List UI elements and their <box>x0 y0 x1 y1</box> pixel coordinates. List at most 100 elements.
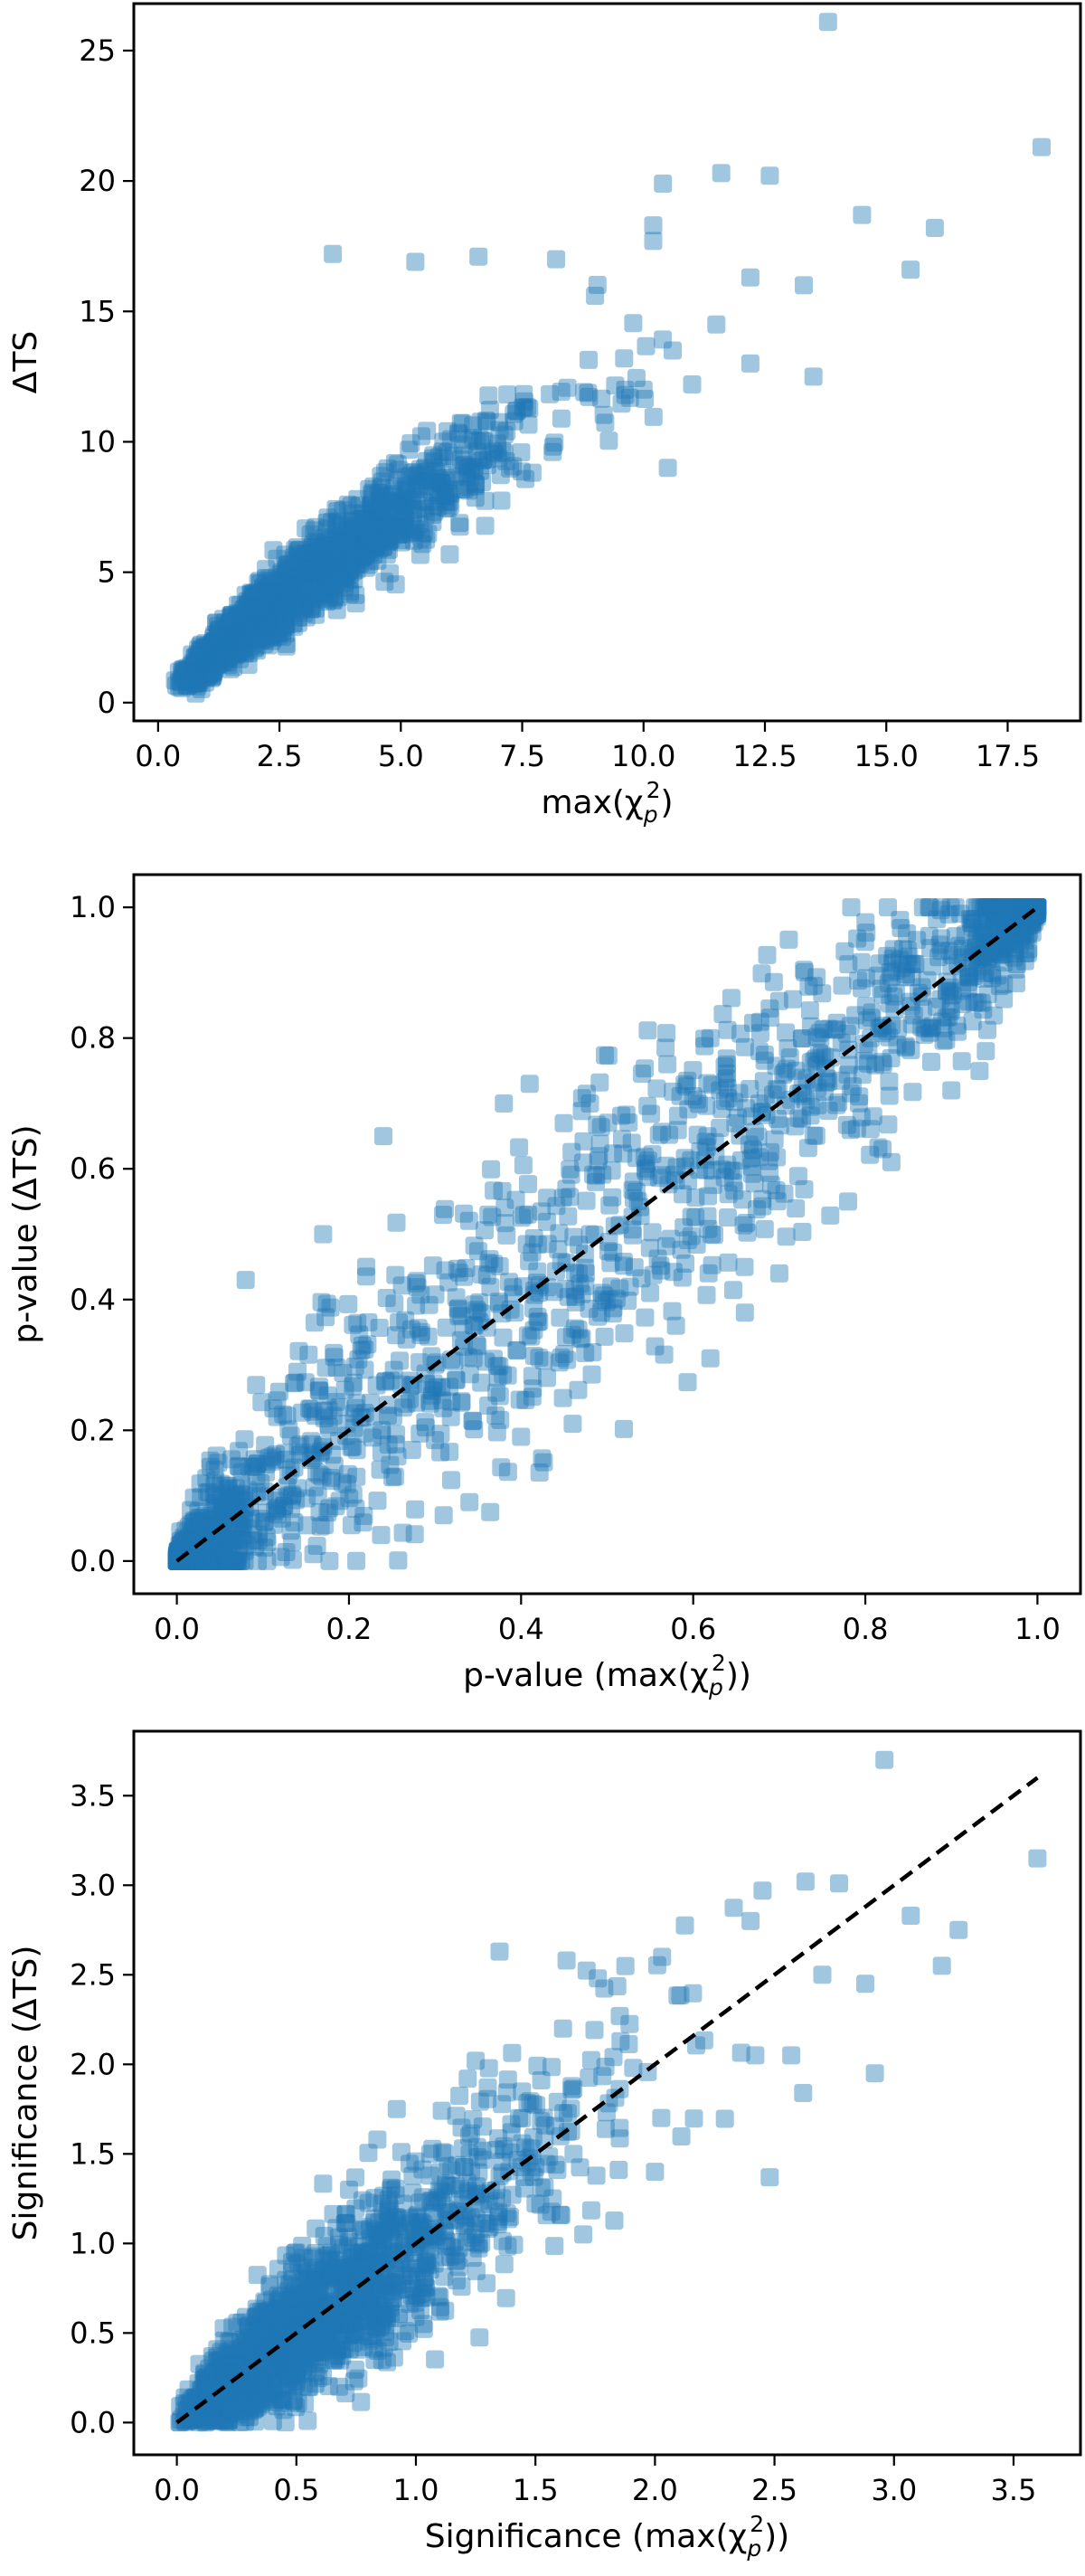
data-point <box>465 460 484 479</box>
data-point <box>283 563 302 582</box>
data-point <box>758 945 777 964</box>
data-point <box>489 412 508 431</box>
data-point <box>281 562 300 581</box>
data-point <box>293 574 312 593</box>
data-point <box>993 911 1011 930</box>
data-point <box>440 1378 458 1397</box>
data-point <box>193 1515 212 1534</box>
data-point <box>363 514 382 533</box>
data-point <box>226 630 245 649</box>
data-point <box>267 601 285 620</box>
data-point <box>770 1116 789 1135</box>
data-point <box>279 561 298 580</box>
data-point <box>861 1145 880 1164</box>
data-point <box>724 1161 743 1180</box>
data-point <box>277 1450 296 1469</box>
data-point <box>337 528 356 547</box>
data-point <box>974 1000 993 1019</box>
data-point <box>260 589 279 608</box>
data-point <box>861 1120 880 1139</box>
data-point <box>1007 955 1026 974</box>
data-point <box>241 585 260 604</box>
data-point <box>807 1126 826 1145</box>
data-point <box>346 585 365 604</box>
data-point <box>271 564 290 583</box>
data-point <box>610 1279 629 1298</box>
data-point <box>216 649 235 668</box>
data-point <box>278 570 297 589</box>
data-point <box>247 601 266 620</box>
data-point <box>316 566 334 585</box>
data-point <box>182 1515 200 1534</box>
data-point <box>222 643 241 662</box>
data-point <box>215 613 234 632</box>
data-point <box>408 500 427 518</box>
data-point <box>467 442 486 461</box>
data-point <box>439 1273 458 1292</box>
data-point <box>253 611 271 630</box>
data-point <box>847 1119 866 1138</box>
data-point <box>850 1087 869 1106</box>
data-point <box>689 1094 708 1113</box>
data-point <box>257 584 276 603</box>
data-point <box>269 573 288 592</box>
data-point <box>906 954 925 973</box>
data-point <box>242 603 261 622</box>
data-point <box>203 1510 222 1529</box>
data-point <box>345 525 364 544</box>
data-point <box>268 593 287 612</box>
data-point <box>1003 898 1022 917</box>
data-point <box>602 1161 621 1180</box>
data-point <box>512 1427 531 1446</box>
data-point <box>406 520 425 539</box>
data-point <box>231 1551 250 1570</box>
data-point <box>563 1415 582 1434</box>
data-point <box>743 1141 762 1160</box>
data-point <box>590 1147 609 1166</box>
data-point <box>215 628 234 646</box>
data-point <box>655 1345 674 1364</box>
chart-3: 0.0 0.5 1.0 1.5 2.0 2.5 3.0 3.50.00.51.01.52.02… <box>7 1729 1082 2562</box>
data-point <box>254 592 273 611</box>
data-point <box>209 645 228 664</box>
data-point <box>340 1489 359 1508</box>
data-point <box>760 166 779 185</box>
data-point <box>215 636 234 655</box>
data-point <box>223 1497 242 1515</box>
data-point <box>311 564 330 583</box>
data-point <box>583 1343 602 1361</box>
data-point <box>857 923 876 942</box>
data-point <box>349 1350 368 1368</box>
data-point <box>558 2104 577 2123</box>
data-point <box>175 1530 193 1549</box>
data-point <box>344 1437 362 1456</box>
data-point <box>316 583 334 602</box>
data-point <box>812 1046 831 1065</box>
data-point <box>176 1520 195 1539</box>
data-point <box>375 2328 394 2346</box>
data-point <box>298 584 316 602</box>
data-point <box>316 563 335 582</box>
data-point <box>862 1009 881 1028</box>
data-point <box>428 474 447 493</box>
x-tick-label: 1.0 <box>1014 1612 1061 1646</box>
data-point <box>229 608 248 627</box>
data-point <box>504 1278 523 1297</box>
y-tick-label: 0.6 <box>70 1151 116 1186</box>
data-point <box>168 1548 187 1567</box>
data-point <box>204 649 223 668</box>
data-point <box>397 505 416 524</box>
data-point <box>493 1181 512 1200</box>
data-point <box>210 1551 229 1570</box>
data-point <box>632 1269 651 1288</box>
data-point <box>176 1538 195 1557</box>
data-point <box>245 600 264 619</box>
data-point <box>694 2031 713 2050</box>
data-point <box>295 553 313 572</box>
data-point <box>614 1253 633 1271</box>
x-tick-label: 1.5 <box>513 2473 559 2507</box>
data-point <box>849 1094 868 1113</box>
data-point <box>282 597 301 616</box>
data-point <box>231 627 250 646</box>
data-point <box>379 1435 398 1454</box>
